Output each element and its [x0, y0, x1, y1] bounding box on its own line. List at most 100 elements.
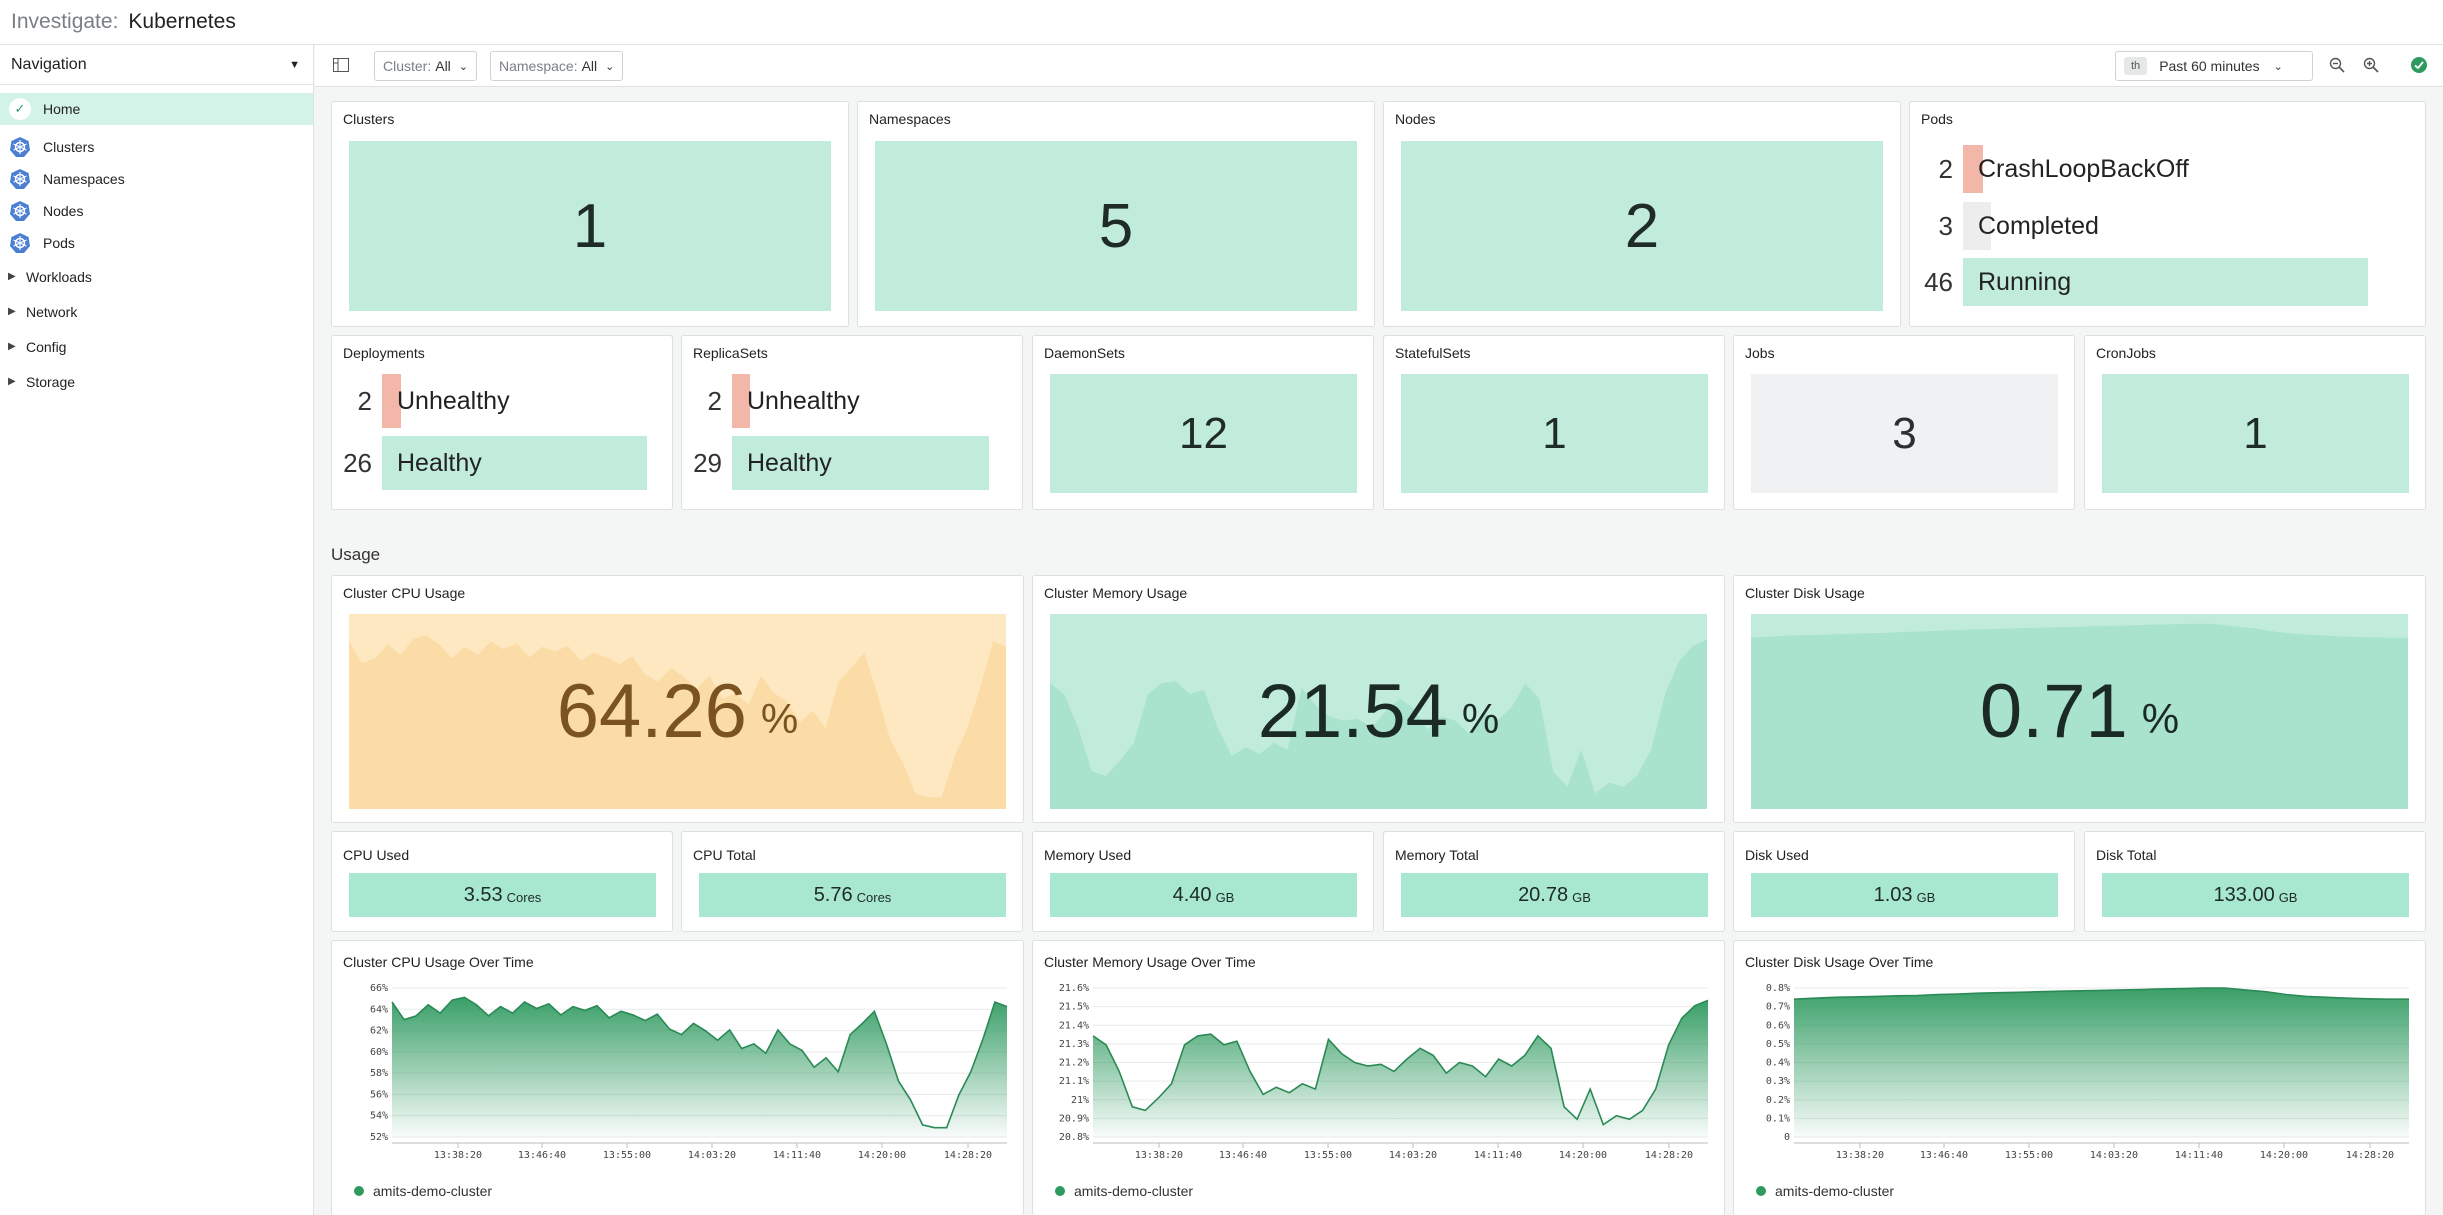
y-tick-label: 21.1% [1059, 1076, 1089, 1087]
y-tick-label: 0 [1784, 1132, 1790, 1143]
cronjobs-count-tile[interactable]: 1 [2102, 374, 2409, 493]
clusters-count-tile[interactable]: 1 [349, 141, 831, 311]
gauge-value: 0.71% [1751, 614, 2408, 809]
y-tick-label: 20.8% [1059, 1132, 1089, 1143]
status-bar-fill [1963, 202, 1992, 250]
card-title: CPU Used [343, 847, 410, 863]
deployment-status-row[interactable]: 26 Healthy [332, 436, 647, 490]
stat-value[interactable]: 20.78 GB [1401, 873, 1708, 917]
sparkline-area [349, 635, 1006, 809]
card-title: Cluster Memory Usage [1044, 585, 1188, 601]
stat-value[interactable]: 133.00 GB [2102, 873, 2409, 917]
disk-over-time-chart[interactable]: 0.8% 0.7% 0.6% 0.5% 0.4% 0.3% 0.2% 0.1% 0 13:38:2… [1734, 981, 2427, 1196]
memory-usage-gauge[interactable]: 21.54% [1050, 614, 1707, 809]
chevron-down-icon: ⌄ [458, 60, 469, 73]
stat-value[interactable]: 1.03 GB [1751, 873, 2058, 917]
y-tick-label: 21.2% [1059, 1058, 1089, 1069]
chart-legend[interactable]: amits-demo-cluster [1055, 1183, 1193, 1199]
y-tick-label: 21.4% [1059, 1020, 1089, 1031]
time-range-picker[interactable]: th Past 60 minutes ⌄ [2115, 51, 2313, 81]
cluster-filter[interactable]: Cluster: All ⌄ [374, 51, 478, 81]
memory-over-time-chart[interactable]: 21.6% 21.5% 21.4% 21.3% 21.2% 21.1% 21% 20.9% 20… [1033, 981, 1726, 1196]
series-line [391, 996, 1008, 1129]
pod-status-row[interactable]: 3 Completed [1913, 202, 2368, 250]
sidebar-item-nodes[interactable]: Nodes [0, 195, 313, 227]
chart-legend[interactable]: amits-demo-cluster [354, 1183, 492, 1199]
sidebar: Navigation ▼ ✓ Home Clusters Namespaces … [0, 45, 314, 1215]
cpu-over-time-chart[interactable]: 66% 64% 62% 60% 58% 56% 54% 52% 13:38:20 13:46:40… [332, 981, 1025, 1196]
stat-number: 3.53 [463, 883, 503, 906]
sidebar-group-config[interactable]: ▶ Config [0, 329, 313, 364]
stat-number: 133.00 [2213, 883, 2275, 906]
gauge-unit: % [760, 694, 799, 742]
series-line [1793, 987, 2409, 1000]
nodes-count-tile[interactable]: 2 [1401, 141, 1883, 311]
y-tick-label: 54% [370, 1111, 388, 1122]
x-tick-label: 14:20:00 [2260, 1150, 2308, 1161]
status-count: 2 [707, 385, 722, 416]
sidebar-item-namespaces[interactable]: Namespaces [0, 163, 313, 195]
card-title: CPU Total [693, 847, 756, 863]
stat-value[interactable]: 5.76 Cores [699, 873, 1006, 917]
status-label: Unhealthy [397, 386, 510, 415]
y-tick-label: 66% [370, 983, 388, 994]
replicaset-status-row[interactable]: 29 Healthy [682, 436, 989, 490]
caret-right-icon: ▶ [8, 306, 16, 317]
namespaces-count-tile[interactable]: 5 [875, 141, 1357, 311]
pod-status-row[interactable]: 2 CrashLoopBackOff [1913, 145, 2368, 193]
sidebar-group-workloads[interactable]: ▶ Workloads [0, 259, 313, 294]
card-title: Pods [1921, 111, 1953, 127]
zoom-out-icon[interactable] [2326, 54, 2348, 76]
legend-swatch [1756, 1186, 1766, 1196]
y-tick-label: 0.8% [1766, 983, 1790, 994]
pod-status-count: 46 [1924, 266, 1953, 297]
replicaset-status-row[interactable]: 2 Unhealthy [682, 374, 989, 428]
cronjobs-card: CronJobs 1 [2084, 335, 2426, 510]
time-range-badge: th [2124, 57, 2148, 75]
cpu-usage-gauge[interactable]: 64.26% [349, 614, 1006, 809]
namespace-filter[interactable]: Namespace: All ⌄ [490, 51, 624, 81]
navigation-header[interactable]: Navigation ▼ [0, 45, 313, 85]
layout-toggle-icon[interactable] [330, 54, 352, 76]
sidebar-item-label: Workloads [26, 268, 92, 285]
card-title: DaemonSets [1044, 345, 1125, 361]
daemonsets-count-tile[interactable]: 12 [1050, 374, 1357, 493]
sidebar-group-storage[interactable]: ▶ Storage [0, 364, 313, 399]
statefulsets-count-tile[interactable]: 1 [1401, 374, 1708, 493]
status-bar: Healthy [382, 436, 647, 490]
status-bar: Unhealthy [382, 374, 647, 428]
zoom-in-icon[interactable] [2360, 54, 2382, 76]
stat-unit: Cores [856, 889, 892, 905]
card-title: Nodes [1395, 111, 1436, 127]
x-tick-label: 14:03:20 [1389, 1150, 1437, 1161]
stat-value[interactable]: 4.40 GB [1050, 873, 1357, 917]
status-ok-icon[interactable] [2408, 54, 2430, 76]
disk-usage-gauge[interactable]: 0.71% [1751, 614, 2408, 809]
memory-used-card: Memory Used 4.40 GB [1032, 831, 1374, 932]
kubernetes-icon [10, 233, 30, 253]
jobs-count-tile[interactable]: 3 [1751, 374, 2058, 493]
series-area [392, 997, 1007, 1137]
sidebar-item-clusters[interactable]: Clusters [0, 131, 313, 163]
sidebar-item-pods[interactable]: Pods [0, 227, 313, 259]
card-title: StatefulSets [1395, 345, 1471, 361]
sparkline-area [1751, 623, 2408, 809]
namespace-filter-value: All [581, 58, 598, 74]
status-count: 2 [357, 385, 372, 416]
y-tick-label: 21% [1071, 1095, 1089, 1106]
x-tick-label: 13:38:20 [1135, 1150, 1183, 1161]
y-tick-label: 20.9% [1059, 1113, 1089, 1124]
sidebar-item-home[interactable]: ✓ Home [0, 93, 313, 125]
status-label: Unhealthy [747, 386, 860, 415]
cpu-used-card: CPU Used 3.53 Cores [331, 831, 673, 932]
y-tick-label: 0.6% [1766, 1020, 1790, 1031]
pod-status-label: Running [1978, 267, 2072, 296]
pod-status-row[interactable]: 46 Running [1913, 258, 2368, 306]
stat-value[interactable]: 3.53 Cores [349, 873, 656, 917]
sidebar-group-network[interactable]: ▶ Network [0, 294, 313, 329]
series-area [1093, 1000, 1708, 1137]
chart-legend[interactable]: amits-demo-cluster [1756, 1183, 1894, 1199]
status-label: Healthy [747, 448, 832, 477]
deployment-status-row[interactable]: 2 Unhealthy [332, 374, 647, 428]
caret-down-icon[interactable]: ▼ [289, 58, 300, 71]
